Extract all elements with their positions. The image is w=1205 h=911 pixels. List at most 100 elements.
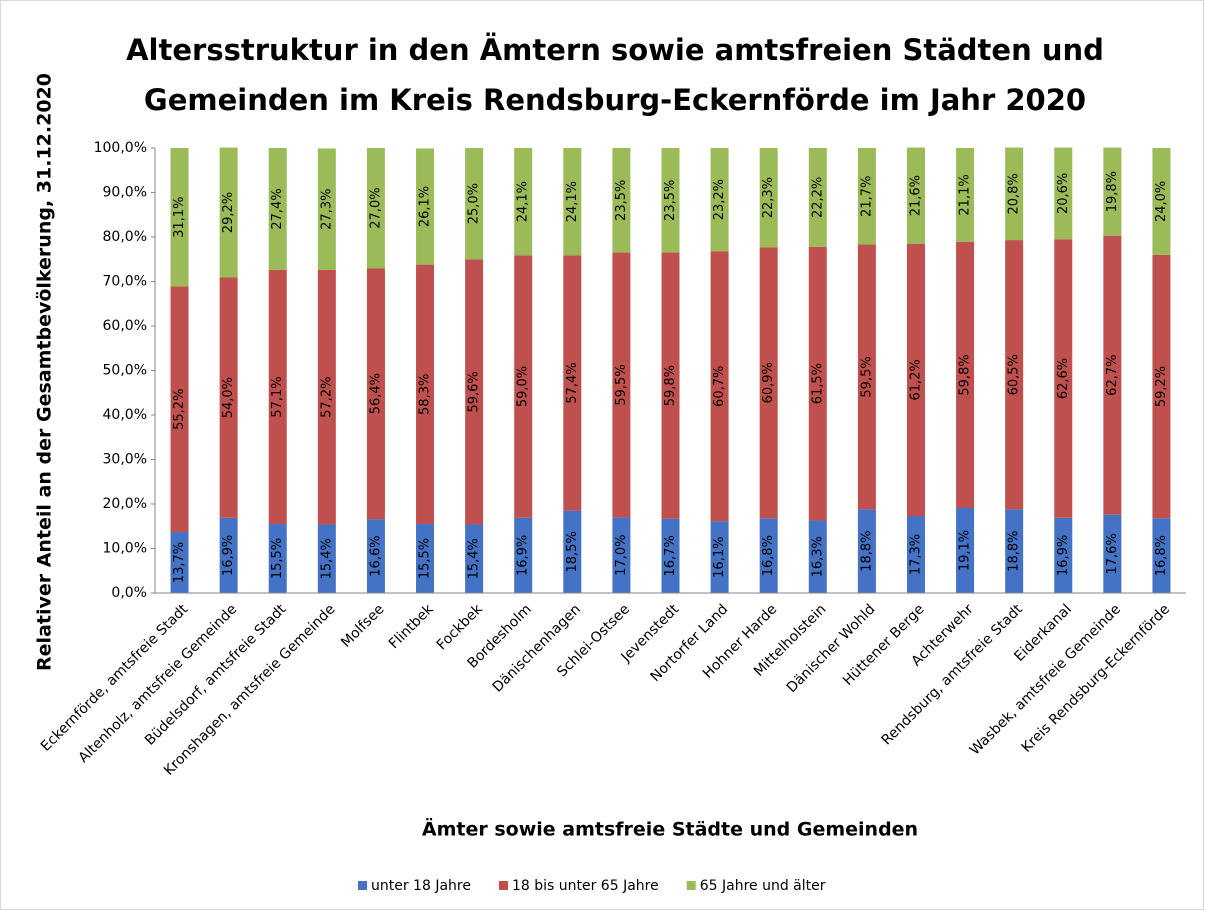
bar-segment <box>317 524 336 593</box>
y-tick-label: 70,0% <box>103 274 147 290</box>
data-label: 59,5% <box>859 356 874 397</box>
data-label: 15,4% <box>467 538 482 579</box>
legend-swatch <box>498 881 508 890</box>
bar-segment <box>1103 235 1122 515</box>
bar-segment <box>268 524 287 593</box>
data-label: 19,1% <box>958 530 973 571</box>
bar-segment <box>759 518 778 593</box>
bar-segment <box>1054 517 1073 593</box>
legend-label: 65 Jahre und älter <box>700 878 826 894</box>
data-label: 59,5% <box>614 364 629 405</box>
bar-segment <box>857 148 876 245</box>
bar-segment <box>956 148 975 242</box>
bar-segment <box>612 517 631 593</box>
data-label: 15,4% <box>319 538 334 579</box>
data-label: 59,6% <box>467 371 482 412</box>
bar-segment <box>906 147 925 244</box>
data-label: 16,9% <box>1056 535 1071 576</box>
bar-segment <box>661 252 680 519</box>
bar-segment <box>1152 148 1171 255</box>
bar-segment <box>710 148 729 252</box>
data-label: 24,1% <box>516 181 531 222</box>
bar-segment <box>219 517 238 593</box>
bar-segment <box>1054 239 1073 518</box>
bar-segment <box>1103 514 1122 593</box>
bar-segment <box>465 524 484 593</box>
data-label: 16,1% <box>712 537 727 578</box>
data-label: 57,1% <box>270 376 285 417</box>
bar-segment <box>170 148 189 287</box>
data-label: 16,8% <box>1154 535 1169 576</box>
bar-segment <box>808 148 827 247</box>
bar-segment <box>612 252 631 518</box>
y-tick-label: 20,0% <box>103 496 147 512</box>
data-label: 20,6% <box>1056 173 1071 214</box>
data-label: 16,6% <box>368 535 383 576</box>
bar-segment <box>661 518 680 593</box>
data-label: 15,5% <box>418 538 433 579</box>
bar-segment <box>857 509 876 593</box>
bar-segment <box>268 269 287 525</box>
bar-segment <box>170 286 189 533</box>
bar-segment <box>317 269 336 525</box>
bar-segment <box>514 517 533 593</box>
data-label: 22,2% <box>810 177 825 218</box>
bar-segment <box>906 243 925 517</box>
legend-swatch <box>686 881 696 890</box>
data-label: 57,2% <box>319 377 334 418</box>
legend-label: 18 bis unter 65 Jahre <box>512 878 659 894</box>
bar-segment <box>563 510 582 593</box>
bar-segment <box>710 251 729 522</box>
data-label: 27,0% <box>368 187 383 228</box>
data-label: 25,0% <box>467 183 482 224</box>
y-tick-label: 80,0% <box>103 229 147 245</box>
legend-swatch <box>358 881 367 890</box>
bar-segment <box>465 259 484 525</box>
bar-segment <box>219 277 238 518</box>
data-label: 61,5% <box>810 363 825 404</box>
data-label: 17,0% <box>614 535 629 576</box>
bar-segment <box>366 148 385 269</box>
data-label: 59,8% <box>663 365 678 406</box>
data-label: 59,0% <box>516 366 531 407</box>
bar-segment <box>906 516 925 593</box>
bar-segment <box>759 247 778 519</box>
data-label: 16,3% <box>810 536 825 577</box>
data-label: 21,1% <box>958 174 973 215</box>
bar-segment <box>366 268 385 520</box>
data-label: 24,1% <box>565 181 580 222</box>
bar-segment <box>366 519 385 593</box>
y-tick-label: 100,0% <box>94 140 147 156</box>
data-label: 59,8% <box>958 354 973 395</box>
bar-segment <box>317 148 336 270</box>
data-label: 29,2% <box>221 192 236 233</box>
chart-title: Altersstruktur in den Ämtern sowie amtsf… <box>126 33 1104 67</box>
data-label: 23,2% <box>712 179 727 220</box>
bar-segment <box>956 508 975 593</box>
data-label: 16,8% <box>761 535 776 576</box>
data-label: 60,7% <box>712 366 727 407</box>
y-tick-label: 30,0% <box>103 452 147 468</box>
bar-segment <box>808 520 827 593</box>
data-label: 59,2% <box>1154 366 1169 407</box>
bar-segment <box>416 524 435 593</box>
data-label: 55,2% <box>172 389 187 430</box>
bar-segment <box>808 246 827 521</box>
data-label: 17,6% <box>1105 533 1120 574</box>
data-label: 60,5% <box>1007 354 1022 395</box>
data-label: 22,3% <box>761 177 776 218</box>
y-tick-label: 10,0% <box>103 541 147 557</box>
data-label: 24,0% <box>1154 181 1169 222</box>
data-label: 13,7% <box>172 542 187 583</box>
y-tick-label: 50,0% <box>103 363 147 379</box>
x-axis-title: Ämter sowie amtsfreie Städte und Gemeind… <box>422 817 918 841</box>
bar-segment <box>1005 509 1024 593</box>
data-label: 58,3% <box>418 374 433 415</box>
bar-segment <box>465 148 484 260</box>
legend-label: unter 18 Jahre <box>371 878 471 894</box>
data-label: 54,0% <box>221 377 236 418</box>
bar-segment <box>1005 240 1024 510</box>
bar-segment <box>170 532 189 593</box>
bar-segment <box>563 255 582 511</box>
data-label: 16,9% <box>221 535 236 576</box>
